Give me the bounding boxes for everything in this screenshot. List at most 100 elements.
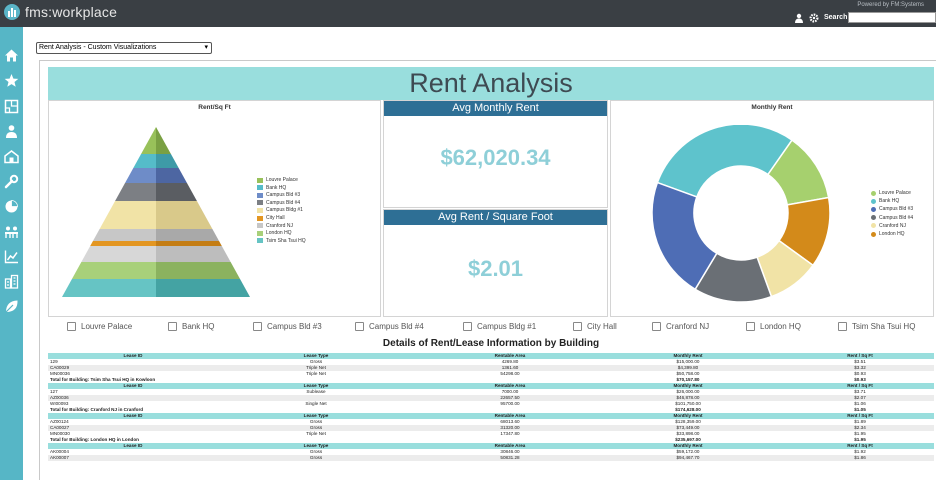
search-input[interactable]: [848, 12, 936, 23]
legend-item-cranford-nj[interactable]: Cranford NJ: [871, 223, 906, 229]
dashboard-select[interactable]: Rent Analysis - Custom Visualizations ▾: [36, 42, 212, 54]
filter-campus-bld-3[interactable]: Campus Bld #3: [253, 322, 322, 331]
column-header[interactable]: Rent / Sq Ft: [847, 353, 873, 358]
filter-tsim-sha-tsui-hq[interactable]: Tsim Sha Tsui HQ: [838, 322, 915, 331]
checkbox[interactable]: [573, 322, 582, 331]
column-header[interactable]: Rent / Sq Ft: [847, 413, 873, 418]
pyramid-layer-9-right[interactable]: [156, 262, 241, 279]
filter-city-hall[interactable]: City Hall: [573, 322, 617, 331]
column-header[interactable]: Lease ID: [123, 413, 143, 418]
pyramid-layer-8-left[interactable]: [81, 246, 156, 262]
pyramid-layer-4-left[interactable]: [115, 183, 156, 201]
people-icon[interactable]: [3, 223, 20, 240]
table-cell: $3.51: [854, 359, 866, 364]
checkbox[interactable]: [463, 322, 472, 331]
filter-cranford-nj[interactable]: Cranford NJ: [652, 322, 709, 331]
legend-item-bank-hq[interactable]: Bank HQ: [871, 198, 899, 204]
legend-item-campus-bld-4[interactable]: Campus Bld #4: [871, 215, 913, 221]
table-cell: $50,758.00: [676, 371, 700, 376]
checkbox[interactable]: [652, 322, 661, 331]
city-icon[interactable]: [3, 273, 20, 290]
column-header[interactable]: Lease Type: [303, 443, 329, 448]
pyramid-layer-1-right[interactable]: [156, 127, 171, 154]
column-header[interactable]: Monthly Rent: [673, 443, 703, 448]
person-icon[interactable]: [3, 123, 20, 140]
legend-item-london-hq[interactable]: London HQ: [257, 230, 292, 236]
filter-label: City Hall: [587, 322, 617, 331]
column-header[interactable]: Lease ID: [123, 443, 143, 448]
donut-slice-6[interactable]: [651, 181, 718, 291]
pyramid-layer-8-right[interactable]: [156, 246, 231, 262]
column-header[interactable]: Rentable Area: [494, 353, 526, 358]
column-header[interactable]: Monthly Rent: [673, 383, 703, 388]
table-row: AZ00036 22657.50 $46,878.00 $2.07: [48, 395, 934, 401]
legend-item-campus-bld-4[interactable]: Campus Bld #4: [257, 200, 300, 206]
pie-chart-icon[interactable]: [3, 198, 20, 215]
gear-icon[interactable]: [809, 13, 819, 23]
pyramid-layer-3-right[interactable]: [156, 168, 187, 183]
pyramid-layer-5-left[interactable]: [99, 201, 156, 229]
legend-item-city-hall[interactable]: City Hall: [257, 215, 285, 221]
checkbox[interactable]: [355, 322, 364, 331]
column-header[interactable]: Rentable Area: [494, 413, 526, 418]
filter-louvre-palace[interactable]: Louvre Palace: [67, 322, 132, 331]
pyramid-layer-2-left[interactable]: [133, 154, 156, 168]
pyramid-layer-3-left[interactable]: [125, 168, 156, 183]
table-row: CA00029 Triple Net 1361.60 $4,399.80 $3.32: [48, 365, 934, 371]
column-header[interactable]: Rent / Sq Ft: [847, 383, 873, 388]
legend-item-cranford-nj[interactable]: Cranford NJ: [257, 223, 293, 229]
column-header[interactable]: Rentable Area: [494, 383, 526, 388]
legend-item-london-hq[interactable]: London HQ: [871, 231, 905, 237]
checkbox[interactable]: [253, 322, 262, 331]
filter-bank-hq[interactable]: Bank HQ: [168, 322, 214, 331]
pyramid-layer-10-left[interactable]: [62, 279, 156, 297]
donut-slice-1[interactable]: [656, 125, 794, 198]
app-logo[interactable]: fms:workplace: [4, 4, 117, 20]
pyramid-layer-7-left[interactable]: [90, 241, 156, 246]
building-icon[interactable]: [3, 148, 20, 165]
column-header[interactable]: Monthly Rent: [673, 413, 703, 418]
legend-label: Louvre Palace: [879, 190, 911, 196]
pyramid-layer-10-right[interactable]: [156, 279, 250, 297]
column-header[interactable]: Lease Type: [303, 383, 329, 388]
home-icon[interactable]: [3, 47, 20, 64]
checkbox[interactable]: [67, 322, 76, 331]
column-header[interactable]: Rentable Area: [494, 443, 526, 448]
column-header[interactable]: Lease ID: [123, 353, 143, 358]
pyramid-layer-2-right[interactable]: [156, 154, 179, 168]
pyramid-layer-9-left[interactable]: [71, 262, 156, 279]
pyramid-layer-6-right[interactable]: [156, 229, 220, 241]
legend-item-campus-bldg-1[interactable]: Campus Bldg #1: [257, 207, 303, 213]
filter-campus-bldg-1[interactable]: Campus Bldg #1: [463, 322, 536, 331]
table-cell: $3.71: [854, 389, 866, 394]
pyramid-layer-1-left[interactable]: [141, 127, 156, 154]
user-icon[interactable]: [794, 13, 804, 23]
legend-item-tsim-sha-tsui-hq[interactable]: Tsim Sha Tsui HQ: [257, 238, 306, 244]
column-header[interactable]: Lease Type: [303, 413, 329, 418]
column-header[interactable]: Lease Type: [303, 353, 329, 358]
filter-london-hq[interactable]: London HQ: [746, 322, 801, 331]
line-chart-icon[interactable]: [3, 248, 20, 265]
legend-item-campus-bld-3[interactable]: Campus Bld #3: [871, 206, 913, 212]
legend-item-bank-hq[interactable]: Bank HQ: [257, 185, 286, 191]
wrench-icon[interactable]: [3, 173, 20, 190]
leaf-icon[interactable]: [3, 298, 20, 315]
star-icon[interactable]: [3, 72, 20, 89]
checkbox[interactable]: [168, 322, 177, 331]
dashboard-select-value: Rent Analysis - Custom Visualizations: [39, 44, 157, 51]
checkbox[interactable]: [838, 322, 847, 331]
floorplan-icon[interactable]: [3, 98, 20, 115]
legend-item-louvre-palace[interactable]: Louvre Palace: [871, 190, 911, 196]
column-header[interactable]: Lease ID: [123, 383, 143, 388]
column-header[interactable]: Monthly Rent: [673, 353, 703, 358]
pyramid-layer-7-right[interactable]: [156, 241, 222, 246]
pyramid-layer-4-right[interactable]: [156, 183, 197, 201]
column-header[interactable]: Rent / Sq Ft: [847, 443, 873, 448]
filter-campus-bld-4[interactable]: Campus Bld #4: [355, 322, 424, 331]
pyramid-layer-5-right[interactable]: [156, 201, 213, 229]
legend-item-campus-bld-3[interactable]: Campus Bld #3: [257, 192, 300, 198]
avg-monthly-rent-card: Avg Monthly Rent $62,020.34: [383, 100, 608, 208]
legend-item-louvre-palace[interactable]: Louvre Palace: [257, 177, 298, 183]
pyramid-layer-6-left[interactable]: [92, 229, 156, 241]
checkbox[interactable]: [746, 322, 755, 331]
